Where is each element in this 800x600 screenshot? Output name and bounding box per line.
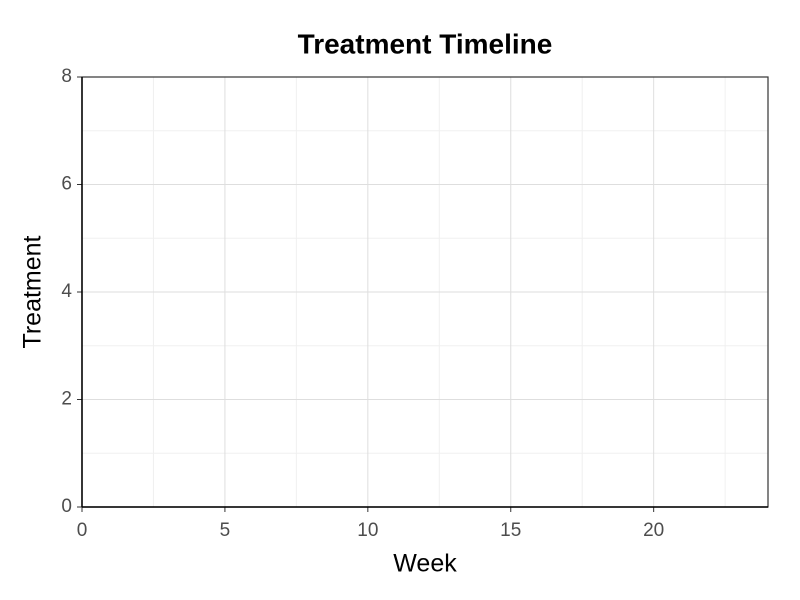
- x-tick-label: 5: [220, 520, 231, 541]
- y-tick-label: 2: [61, 389, 72, 410]
- x-tick-label: 10: [357, 520, 378, 541]
- x-tick-label: 0: [77, 520, 88, 541]
- y-tick-label: 8: [61, 66, 72, 87]
- x-axis-title: Week: [393, 550, 457, 578]
- chart-title: Treatment Timeline: [298, 28, 553, 59]
- x-tick-label: 20: [643, 520, 664, 541]
- y-tick-label: 0: [61, 496, 72, 517]
- y-tick-label: 4: [61, 281, 72, 302]
- x-tick-label: 15: [500, 520, 521, 541]
- y-axis-title: Treatment: [19, 235, 47, 348]
- y-tick-label: 6: [61, 174, 72, 195]
